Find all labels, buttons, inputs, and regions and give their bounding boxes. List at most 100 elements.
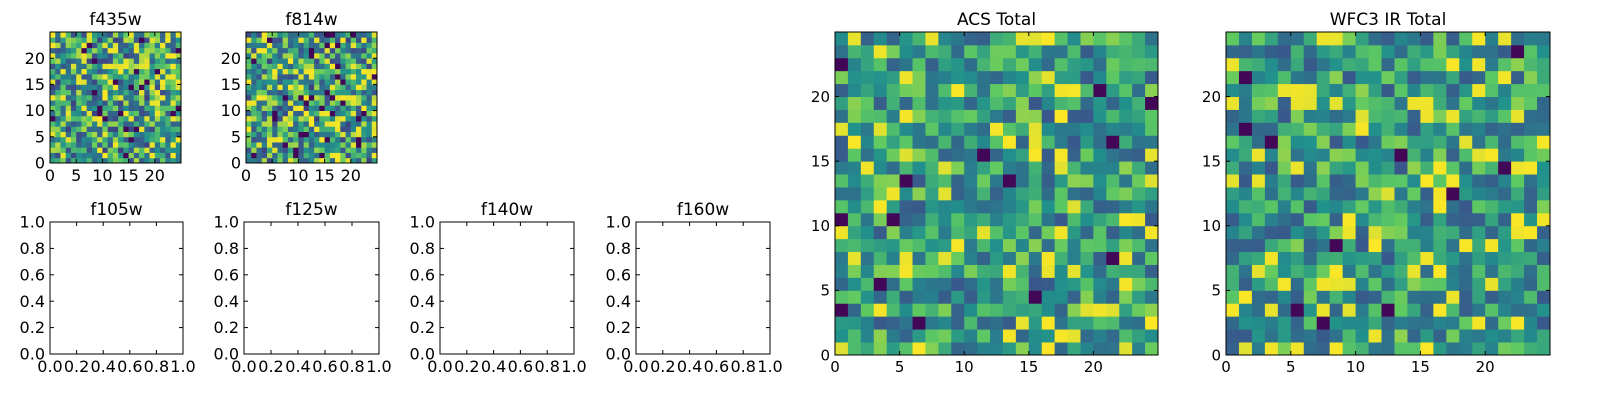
x-tick-label: 10: [288, 166, 308, 185]
heatmap-cell: [1106, 70, 1120, 85]
heatmap-cell: [938, 109, 952, 123]
heatmap-cell: [1028, 57, 1043, 72]
heatmap-cell: [282, 142, 289, 148]
heatmap-cell: [170, 136, 177, 143]
heatmap-cell: [314, 37, 320, 43]
heatmap-cell: [154, 89, 161, 96]
heatmap-cell: [1394, 303, 1408, 317]
heatmap-cell: [81, 68, 88, 75]
heatmap-cell: [50, 152, 56, 159]
heatmap-cell: [282, 136, 289, 143]
heatmap-cell: [65, 105, 72, 111]
heatmap-cell: [964, 199, 978, 214]
heatmap-cell: [1355, 57, 1369, 72]
heatmap-cell: [1264, 83, 1279, 97]
heatmap-cell: [256, 110, 263, 117]
heatmap-cell: [873, 32, 888, 46]
heatmap-cell: [1054, 329, 1068, 343]
heatmap-cell: [938, 122, 952, 136]
heatmap-cell: [1002, 161, 1017, 175]
heatmap-cell: [70, 73, 77, 80]
heatmap-cell: [361, 131, 367, 138]
y-tick-label: 0.6: [214, 265, 239, 284]
heatmap-cell: [899, 251, 913, 265]
heatmap-cell: [133, 42, 140, 49]
heatmap-cell: [1015, 32, 1030, 46]
heatmap-cell: [154, 79, 161, 85]
heatmap-cell: [81, 121, 88, 127]
heatmap-cell: [1119, 212, 1133, 227]
heatmap-cell: [873, 238, 888, 253]
heatmap-cell: [835, 96, 849, 110]
heatmap-cell: [835, 225, 849, 240]
heatmap-cell: [1303, 174, 1318, 188]
heatmap-cell: [149, 110, 156, 117]
heatmap-cell: [128, 126, 135, 132]
heatmap-cell: [55, 105, 61, 111]
heatmap-cell: [873, 277, 888, 291]
heatmap-cell: [144, 47, 150, 54]
heatmap-cell: [1329, 70, 1344, 85]
heatmap-cell: [1329, 251, 1344, 265]
heatmap-cell: [1290, 135, 1305, 149]
heatmap-cell: [324, 100, 331, 106]
heatmap-cell: [951, 277, 965, 291]
heatmap-cell: [1329, 32, 1344, 46]
heatmap-cell: [65, 42, 72, 49]
heatmap-cell: [102, 68, 109, 75]
heatmap-cell: [55, 110, 61, 117]
heatmap-cell: [81, 126, 88, 132]
heatmap-cell: [1226, 148, 1240, 162]
heatmap-cell: [938, 174, 952, 188]
heatmap-cell: [1226, 329, 1240, 343]
heatmap-cell: [1264, 316, 1279, 330]
heatmap-cell: [1132, 238, 1146, 253]
heatmap-cell: [1015, 57, 1030, 72]
heatmap-cell: [102, 94, 109, 101]
heatmap-cell: [1132, 303, 1146, 317]
heatmap-cell: [1054, 70, 1068, 85]
heatmap-cell: [139, 58, 145, 64]
heatmap-cell: [951, 264, 965, 278]
heatmap-cell: [335, 42, 341, 49]
heatmap-cell: [154, 131, 161, 138]
heatmap-cell: [160, 121, 166, 127]
heatmap-cell: [1251, 199, 1266, 214]
heatmap-cell: [160, 100, 166, 106]
heatmap-cell: [308, 105, 315, 111]
heatmap-cell: [102, 73, 109, 80]
heatmap-cell: [256, 79, 263, 85]
heatmap-cell: [133, 79, 140, 85]
heatmap-cell: [1524, 316, 1538, 330]
heatmap-cell: [1407, 174, 1421, 188]
heatmap-cell: [977, 238, 991, 253]
heatmap-cell: [175, 136, 182, 143]
heatmap-cell: [964, 342, 978, 356]
heatmap-cell: [60, 89, 67, 96]
heatmap-cell: [1511, 303, 1525, 317]
heatmap-cell: [951, 135, 965, 149]
heatmap-cell: [123, 79, 129, 85]
heatmap-cell: [1511, 342, 1525, 356]
heatmap-cell: [139, 47, 145, 54]
heatmap-cell: [1446, 303, 1460, 317]
heatmap-cell: [1119, 44, 1133, 59]
heatmap-cell: [886, 83, 900, 97]
heatmap-cell: [1080, 70, 1094, 85]
heatmap-cell: [1080, 148, 1094, 162]
heatmap-cell: [350, 73, 357, 80]
heatmap-cell: [1537, 316, 1551, 330]
heatmap-cell: [76, 32, 82, 38]
heatmap-cell: [324, 58, 331, 64]
heatmap-cell: [329, 157, 336, 164]
heatmap-cell: [1420, 83, 1434, 97]
heatmap-cell: [335, 142, 341, 148]
heatmap-cell: [282, 126, 289, 132]
heatmap-cell: [1381, 212, 1395, 227]
heatmap-cell: [1251, 303, 1266, 317]
heatmap-cell: [1394, 83, 1408, 97]
heatmap-cell: [1277, 32, 1292, 46]
heatmap-cell: [154, 115, 161, 122]
heatmap-cell: [154, 126, 161, 132]
heatmap-cell: [873, 57, 888, 72]
